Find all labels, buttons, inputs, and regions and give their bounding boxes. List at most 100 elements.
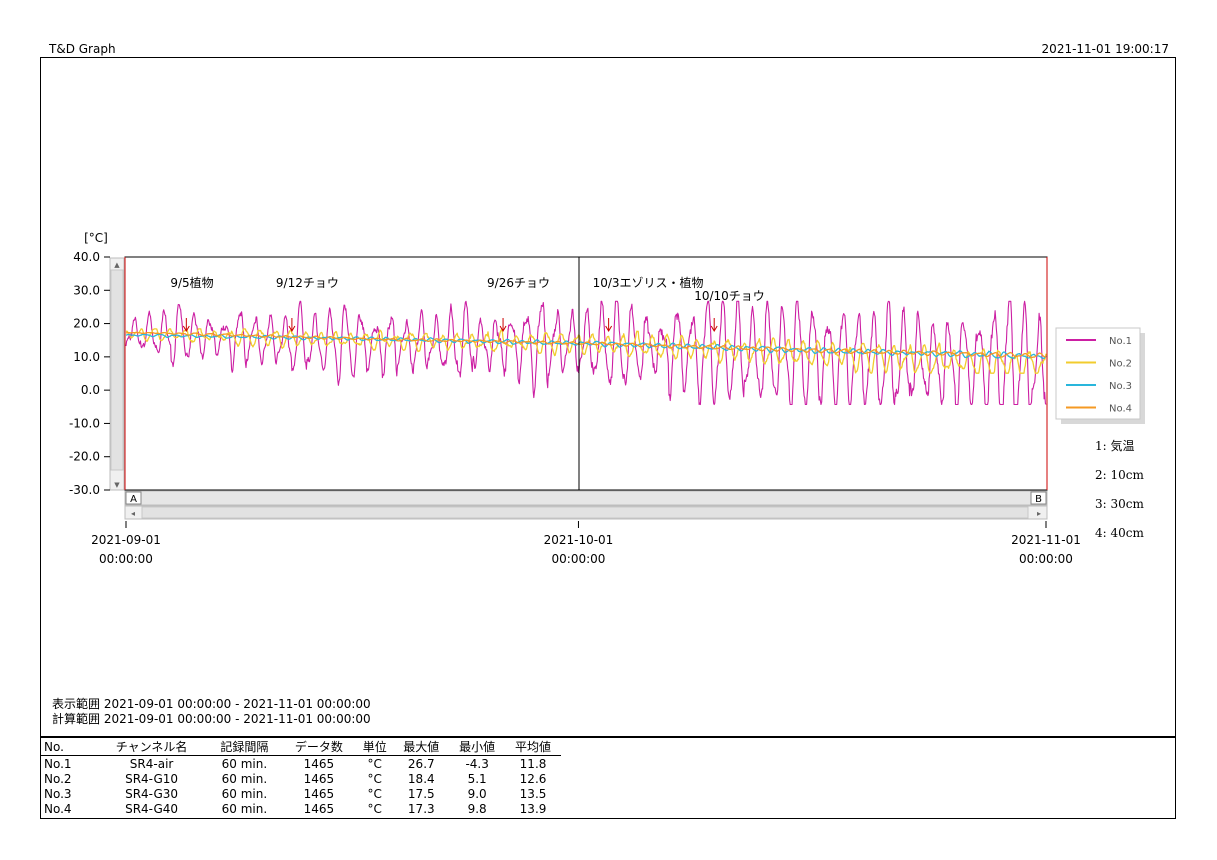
horizontal-scroll-thumb[interactable]	[141, 506, 1029, 519]
table-cell: SR4-G30	[125, 786, 179, 801]
channel-note: 4: 40cm	[1095, 526, 1144, 540]
table-cell: °C	[367, 756, 382, 771]
table-cell: 18.4	[407, 771, 435, 786]
x-ticks: 2021-09-01 00:00:00 2021-10-01 00:00:00 2021…	[91, 521, 1081, 566]
channel-notes: 1: 気温 2: 10cm 3: 30cm 4: 40cm	[1095, 438, 1144, 540]
vertical-scroll-thumb[interactable]	[110, 269, 124, 471]
table-cell: No.2	[44, 771, 72, 786]
table-cell: No.3	[44, 786, 72, 801]
channel-note: 1: 気温	[1095, 438, 1135, 453]
print-timestamp: 2021-11-01 19:00:17	[1041, 42, 1169, 56]
x-tick-time: 00:00:00	[552, 552, 606, 566]
y-tick-label: 0.0	[81, 383, 100, 397]
table-cell: 17.3	[407, 801, 435, 816]
series-line-no4	[125, 331, 1047, 359]
legend-label: No.1	[1109, 336, 1132, 347]
table-cell: 60 min.	[221, 771, 268, 786]
table-cell: 1465	[303, 801, 335, 816]
y-tick-label: -10.0	[69, 416, 100, 430]
x-tick-time: 00:00:00	[1019, 552, 1073, 566]
y-axis-unit: [°C]	[84, 231, 108, 245]
y-tick-label: -20.0	[69, 450, 100, 464]
column-header: 最小値	[449, 738, 506, 756]
page-frame	[40, 57, 1176, 737]
table-cell: 13.5	[519, 786, 547, 801]
table-row: No.3 SR4-G30 60 min. 1465 °C 17.5 9.0 13.5	[41, 786, 561, 801]
table-cell: 5.1	[467, 771, 487, 786]
table-cell: 60 min.	[221, 756, 268, 771]
column-header: 平均値	[505, 738, 561, 756]
stats-header-row: No. チャンネル名 記録間隔 データ数 単位 最大値 最小値 平均値	[41, 738, 561, 756]
annotation-arrow-icon	[182, 325, 190, 332]
table-row: No.2 SR4-G10 60 min. 1465 °C 18.4 5.1 12.6	[41, 771, 561, 786]
horizontal-scrollbar[interactable]: ◂ ▸	[124, 505, 1048, 520]
table-cell: No.1	[44, 756, 72, 771]
chart: ▲ ▼ A B ◂ ▸ [°C] 40.0 30.0 20.0 10.0 0.0 -10.…	[69, 231, 1145, 566]
legend: No.1 No.2 No.3 No.4	[1055, 327, 1145, 424]
table-cell: 13.9	[519, 801, 547, 816]
annotation-label: 10/3エゾリス・植物	[593, 275, 704, 290]
table-cell: SR4-air	[129, 756, 174, 771]
column-header: データ数	[281, 738, 357, 756]
table-cell: 12.6	[519, 771, 547, 786]
table-cell: 17.5	[407, 786, 435, 801]
channel-note: 2: 10cm	[1095, 468, 1144, 482]
scroll-right-icon[interactable]: ▸	[1037, 509, 1041, 518]
annotation-label: 10/10チョウ	[694, 289, 765, 303]
calc-range: 計算範囲 2021-09-01 00:00:00 - 2021-11-01 00…	[52, 712, 371, 726]
series-line-no1	[125, 300, 1047, 406]
annotation-label: 9/5植物	[170, 275, 213, 290]
cursor-a-label: A	[130, 494, 137, 505]
annotation-label: 9/12チョウ	[276, 276, 339, 290]
column-header: チャンネル名	[96, 738, 208, 756]
legend-box	[1055, 327, 1141, 420]
legend-label: No.2	[1109, 359, 1132, 370]
table-row: No.4 SR4-G40 60 min. 1465 °C 17.3 9.8 13.9	[41, 801, 561, 816]
y-tick-label: 20.0	[73, 317, 100, 331]
table-cell: SR4-G40	[125, 801, 179, 816]
column-header: No.	[41, 738, 96, 756]
column-header: 記録間隔	[207, 738, 282, 756]
annotation-arrow-icon	[605, 325, 613, 332]
table-cell: 60 min.	[221, 801, 268, 816]
table-cell: 9.0	[467, 786, 487, 801]
table-cell: 60 min.	[221, 786, 268, 801]
y-tick-label: -30.0	[69, 483, 100, 497]
annotation-arrow-icon	[499, 325, 507, 332]
x-tick-date: 2021-09-01	[91, 533, 161, 547]
legend-label: No.4	[1109, 404, 1132, 415]
table-cell: -4.3	[465, 756, 489, 771]
x-tick-date: 2021-10-01	[544, 533, 614, 547]
table-cell: 1465	[303, 786, 335, 801]
column-header: 単位	[356, 738, 394, 756]
table-cell: SR4-G10	[125, 771, 179, 786]
scroll-up-icon[interactable]: ▲	[114, 261, 120, 269]
cursor-b-label: B	[1035, 494, 1042, 505]
table-cell: 9.8	[467, 801, 487, 816]
cursor-b-marker[interactable]	[1030, 491, 1047, 505]
plot-area	[124, 256, 1048, 491]
x-tick-date: 2021-11-01	[1011, 533, 1081, 547]
stats-table: No. チャンネル名 記録間隔 データ数 単位 最大値 最小値 平均値 No.1 SR4-air…	[40, 737, 1176, 819]
y-tick-label: 30.0	[73, 283, 100, 297]
scroll-down-icon[interactable]: ▼	[114, 481, 120, 489]
scroll-left-icon[interactable]: ◂	[131, 509, 135, 518]
annotation-arrow-icon	[710, 325, 718, 332]
channel-note: 3: 30cm	[1095, 497, 1144, 511]
table-cell: 1465	[303, 771, 335, 786]
vertical-scrollbar[interactable]: ▲ ▼	[109, 257, 125, 491]
table-cell: 1465	[303, 756, 335, 771]
legend-label: No.3	[1109, 381, 1132, 392]
table-cell: No.4	[44, 801, 72, 816]
y-ticks: 40.0 30.0 20.0 10.0 0.0 -10.0 -20.0 -30.0	[69, 250, 110, 497]
series-lines	[125, 300, 1047, 406]
table-cell: °C	[367, 771, 382, 786]
y-tick-label: 10.0	[73, 350, 100, 364]
range-bar[interactable]: A B	[124, 490, 1048, 506]
table-cell: 11.8	[519, 756, 547, 771]
annotation-label: 9/26チョウ	[487, 276, 550, 290]
app-title: T&D Graph	[49, 42, 116, 56]
display-range: 表示範囲 2021-09-01 00:00:00 - 2021-11-01 00…	[52, 697, 371, 711]
cursor-a-marker[interactable]	[125, 491, 142, 505]
